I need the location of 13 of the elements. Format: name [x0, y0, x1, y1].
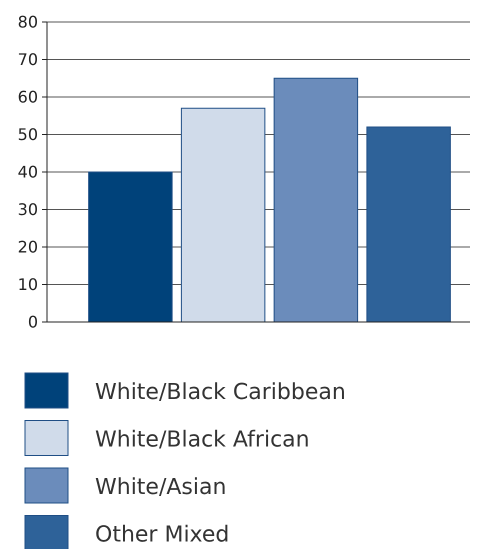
y-tick-label: 30 — [18, 200, 38, 220]
legend-label: White/Black Caribbean — [95, 380, 346, 405]
legend-label: Other Mixed — [95, 522, 230, 548]
y-tick-label: 20 — [18, 238, 38, 257]
y-tick-label: 70 — [18, 50, 38, 70]
y-tick-label: 40 — [18, 162, 38, 182]
y-tick-label: 10 — [18, 275, 38, 294]
y-tick-label: 60 — [18, 88, 38, 107]
y-tick-label: 80 — [18, 12, 38, 32]
y-tick-label: 50 — [18, 125, 38, 144]
legend-label: White/Asian — [95, 475, 226, 500]
y-tick-label: 0 — [28, 312, 38, 332]
legend-label: White/Black African — [95, 428, 310, 452]
